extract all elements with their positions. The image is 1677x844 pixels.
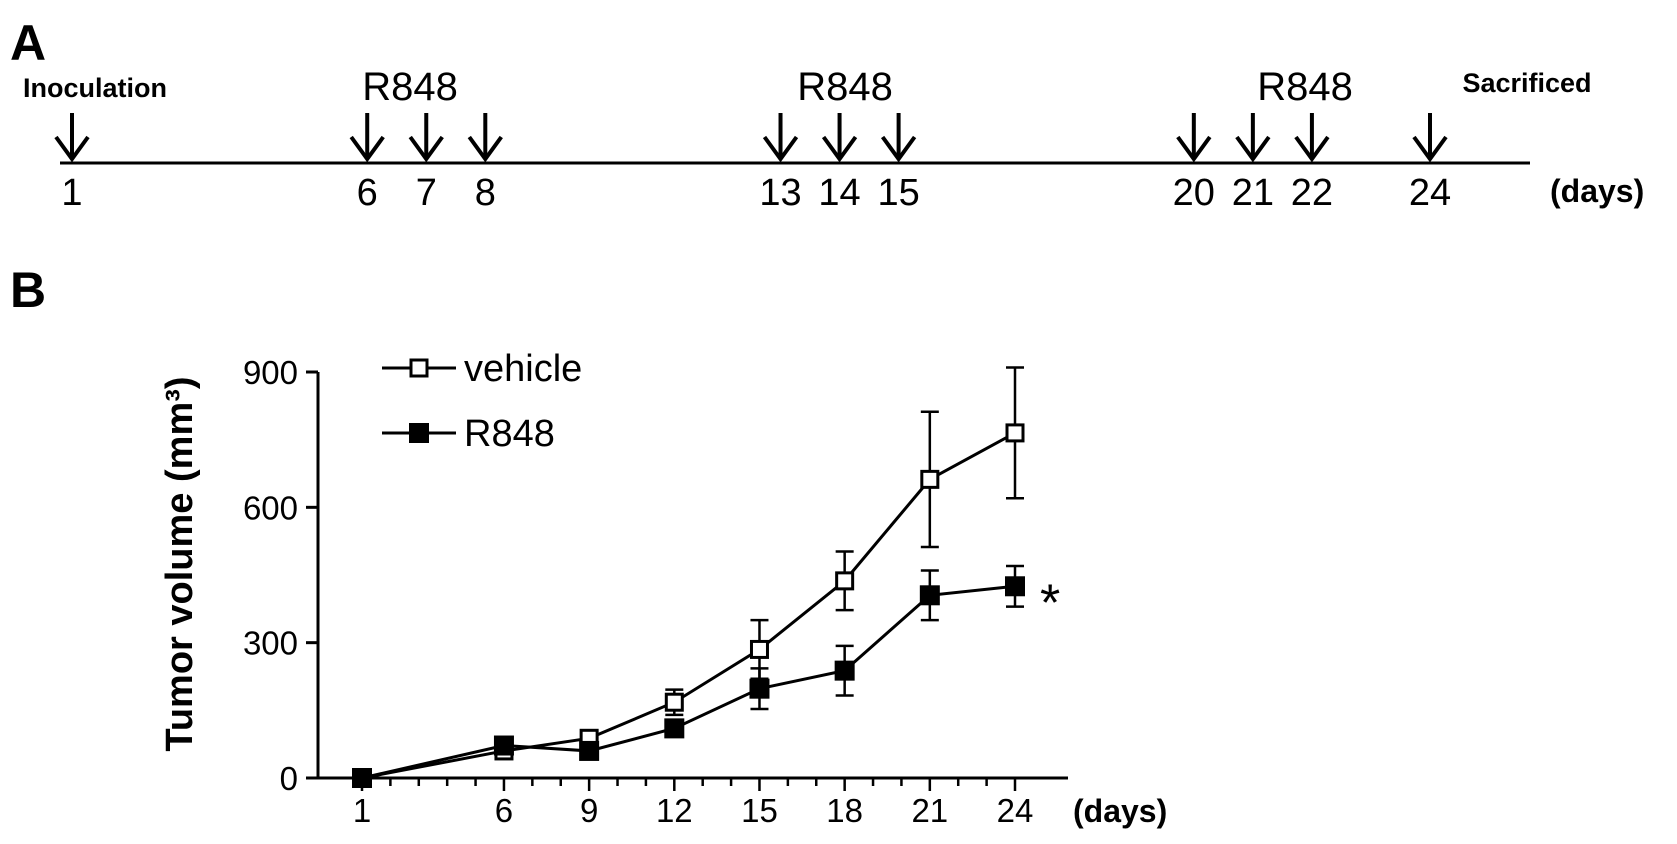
x-axis-ticks: 1 6 9 12 15 18 21 24 — [353, 778, 1034, 829]
data-point — [1005, 576, 1025, 597]
data-point — [1005, 423, 1025, 443]
timeline-day-label: 15 — [877, 172, 919, 214]
arrow-head — [467, 135, 503, 163]
panel-a-timeline: A Inoculation Sacrificed R848 R848 R848 … — [10, 15, 1644, 214]
x-tick-label: 9 — [580, 792, 598, 829]
y-tick-label: 300 — [243, 625, 298, 662]
series-vehicle — [352, 366, 1025, 788]
y-tick-label: 600 — [243, 489, 298, 526]
x-tick-label: 15 — [741, 792, 778, 829]
legend: vehicle R848 — [382, 348, 582, 455]
legend-r848-marker — [409, 423, 429, 443]
timeline-unit-label: (days) — [1550, 173, 1644, 209]
arrow-head — [1235, 135, 1271, 163]
legend-vehicle-label: vehicle — [464, 348, 582, 390]
timeline-arrow-day-20 — [1176, 113, 1212, 163]
data-point — [352, 768, 372, 788]
timeline-arrow-day-24 — [1412, 113, 1448, 163]
arrow-head — [1412, 135, 1448, 163]
timeline-day-label: 21 — [1232, 172, 1274, 214]
data-point — [749, 639, 769, 659]
significance-annotation: * — [1040, 574, 1060, 632]
y-tick-label: 0 — [280, 760, 298, 797]
arrow-head — [349, 135, 385, 163]
timeline-arrow-day-1 — [54, 113, 90, 163]
timeline-arrow-day-14 — [821, 113, 858, 163]
treatment-label-week3: R848 — [1257, 65, 1353, 109]
timeline-marks: 1 6 7 8 13 14 15 20 21 22 24 — [54, 113, 1451, 214]
timeline-day-label: 8 — [475, 172, 496, 214]
y-tick-label: 900 — [243, 354, 298, 391]
legend-vehicle-marker — [409, 358, 429, 378]
data-point — [919, 585, 940, 606]
x-tick-label: 24 — [997, 792, 1034, 829]
timeline-arrow-day-22 — [1294, 113, 1330, 163]
series-r848 — [352, 564, 1025, 788]
timeline-day-label: 6 — [357, 172, 378, 214]
data-point — [664, 692, 684, 712]
data-point — [749, 678, 770, 699]
data-point — [493, 735, 514, 756]
y-axis-label: Tumor volume (mm³) — [159, 376, 201, 751]
arrow-head — [880, 135, 917, 163]
timeline-arrow-day-21 — [1235, 113, 1271, 163]
arrow-head — [408, 135, 444, 163]
timeline-day-label: 13 — [759, 172, 801, 214]
timeline-arrow-day-8 — [467, 113, 503, 163]
arrow-head — [1176, 135, 1212, 163]
series-line — [361, 431, 1016, 780]
timeline-day-label: 7 — [416, 172, 437, 214]
data-point — [920, 469, 940, 489]
data-point — [834, 660, 855, 681]
x-tick-label: 21 — [911, 792, 948, 829]
legend-r848-label: R848 — [464, 413, 555, 455]
series-layer — [352, 366, 1025, 788]
timeline-day-label: 24 — [1409, 172, 1451, 214]
arrow-head — [1294, 135, 1330, 163]
timeline-arrow-day-6 — [349, 113, 385, 163]
timeline-arrow-day-13 — [762, 113, 799, 163]
timeline-day-label: 20 — [1173, 172, 1215, 214]
arrow-head — [821, 135, 858, 163]
timeline-day-label: 14 — [818, 172, 860, 214]
x-tick-label: 1 — [353, 792, 371, 829]
x-tick-label: 12 — [656, 792, 693, 829]
data-point — [664, 718, 685, 739]
x-tick-label: 18 — [826, 792, 863, 829]
timeline-day-label: 1 — [61, 172, 82, 214]
inoculation-label: Inoculation — [23, 73, 167, 103]
timeline-arrow-day-15 — [880, 113, 917, 163]
arrow-head — [762, 135, 799, 163]
data-point — [579, 740, 600, 761]
panel-a-letter: A — [10, 15, 46, 71]
timeline-arrow-day-7 — [408, 113, 444, 163]
treatment-label-week2: R848 — [797, 65, 893, 109]
arrow-head — [54, 135, 90, 163]
x-axis-unit-label: (days) — [1073, 793, 1167, 829]
y-axis-ticks: 0 300 600 900 — [243, 354, 318, 797]
timeline-day-label: 22 — [1291, 172, 1333, 214]
x-tick-label: 6 — [495, 792, 513, 829]
sacrificed-label: Sacrificed — [1462, 68, 1591, 98]
data-point — [835, 571, 855, 591]
series-line — [361, 584, 1016, 780]
panel-b-letter: B — [10, 262, 46, 318]
treatment-label-week1: R848 — [362, 65, 458, 109]
